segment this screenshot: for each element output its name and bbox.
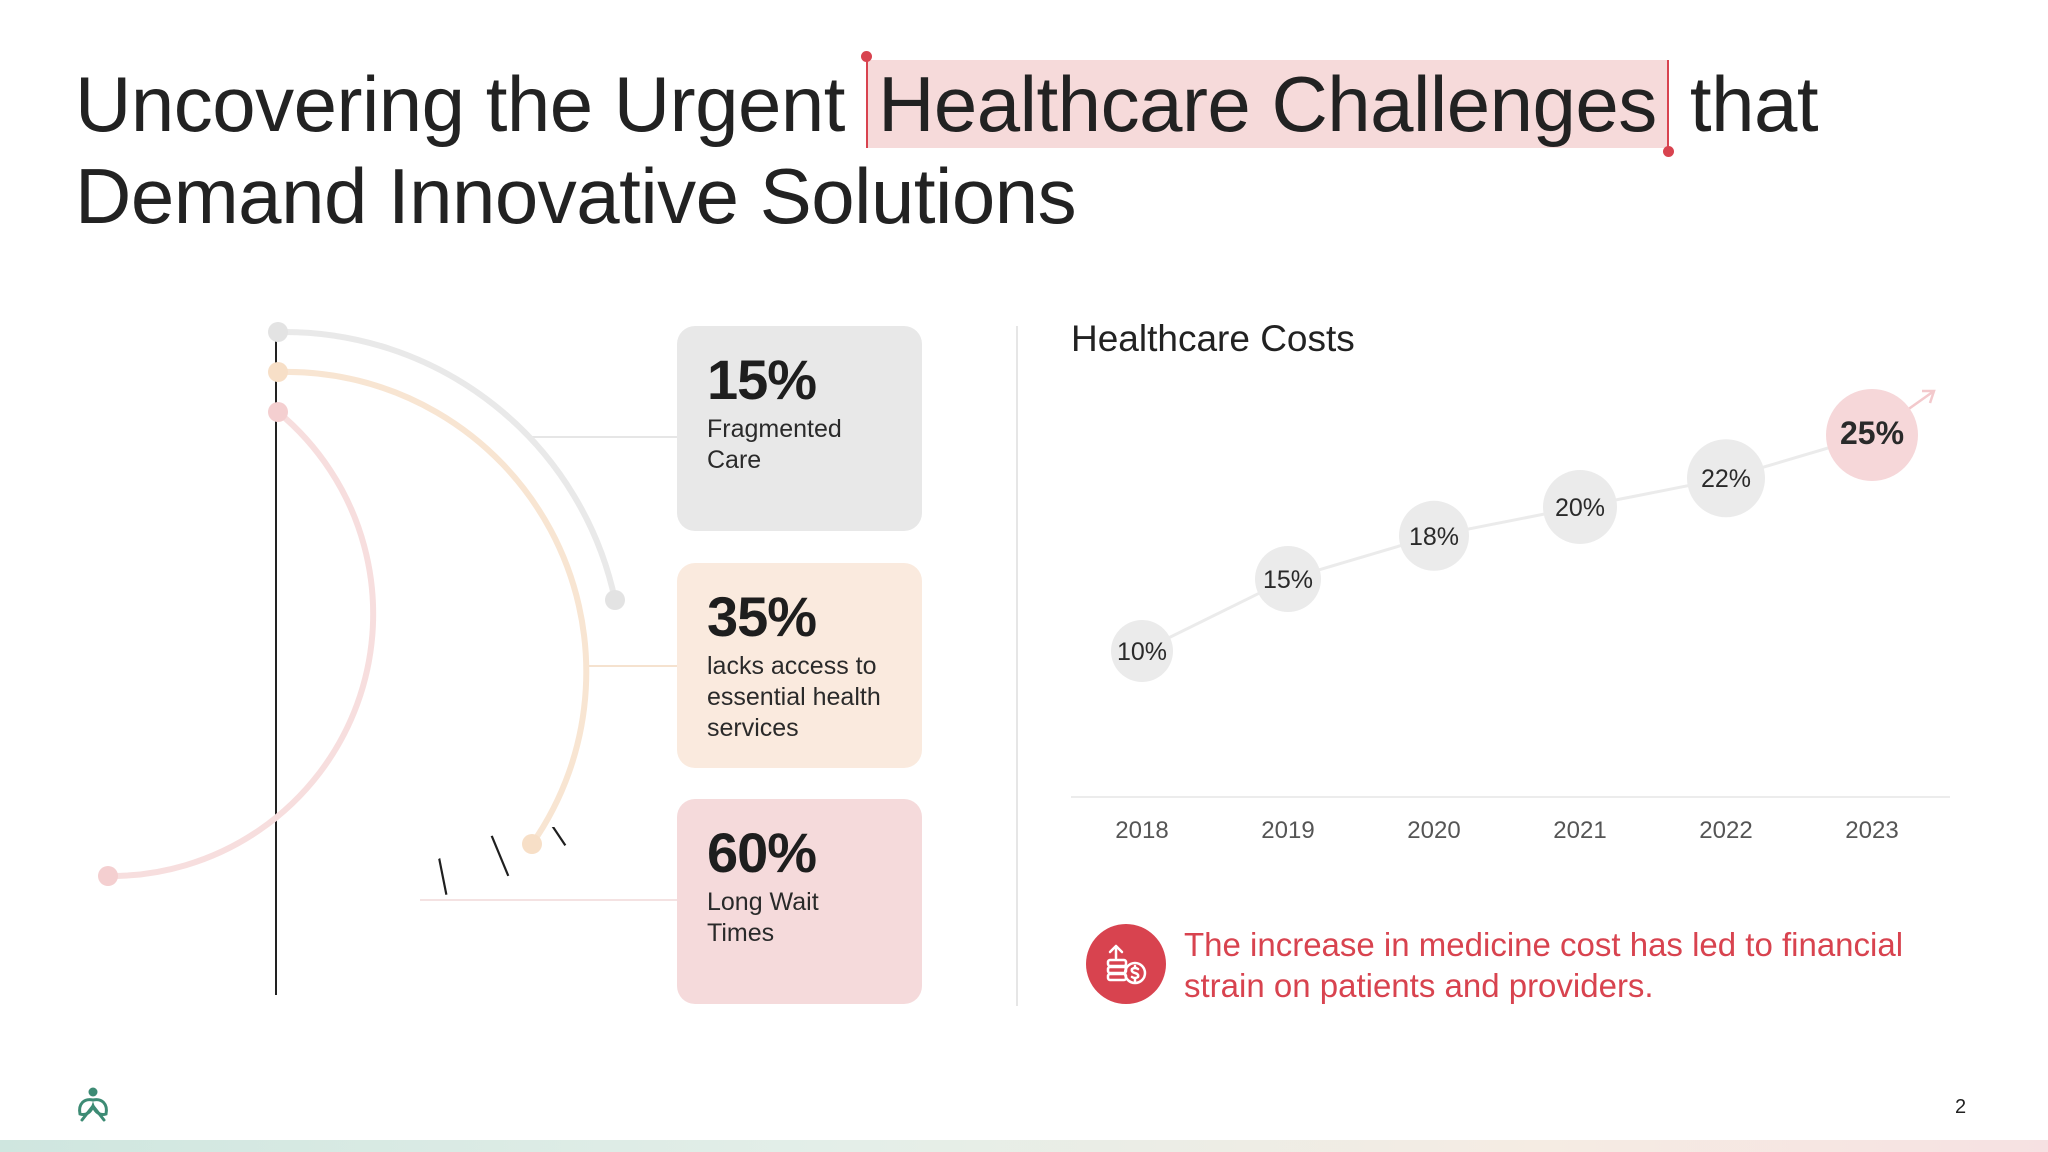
bottom-accent-bar (0, 1140, 2048, 1152)
data-label: 25% (1840, 415, 1904, 451)
x-tick-label: 2021 (1553, 817, 1606, 844)
stat-value: 15% (707, 348, 817, 411)
title-part-after: that (1689, 60, 1819, 148)
title-highlight: Healthcare Challenges (861, 51, 1674, 157)
stat-card-fragmented-care: 15% Fragmented Care (677, 326, 922, 531)
stat-value: 35% (707, 585, 817, 648)
x-tick-label: 2022 (1699, 817, 1752, 844)
data-point (1111, 620, 1173, 682)
data-point (1826, 389, 1918, 481)
stat-label: lacks access to essential health service… (707, 652, 881, 742)
title-line-2: Demand Innovative Solutions (75, 152, 1077, 240)
money-up-icon (1086, 924, 1166, 1004)
note-text: The increase in medicine cost has led to… (1184, 926, 1904, 1004)
stat-card-wait-times: 60% Long Wait Times (677, 799, 922, 1004)
globe-illustration (0, 300, 700, 1020)
x-tick-label: 2018 (1115, 817, 1168, 844)
stat-value: 60% (707, 821, 817, 884)
data-label: 15% (1263, 566, 1313, 594)
stat-card-access: 35% lacks access to essential health ser… (677, 563, 922, 768)
data-point (1543, 470, 1617, 544)
page-title: Uncovering the Urgent Healthcare Challen… (75, 51, 1975, 242)
section-divider (1016, 326, 1018, 1006)
data-point (1399, 500, 1469, 571)
stat-label: Long Wait Times (707, 888, 819, 947)
chart-title: Healthcare Costs (1071, 318, 1355, 359)
data-label: 22% (1701, 465, 1751, 493)
stat-label: Fragmented Care (707, 415, 842, 474)
data-label: 18% (1409, 523, 1459, 551)
x-tick-label: 2023 (1845, 817, 1898, 844)
data-point (1255, 546, 1321, 612)
data-label: 20% (1555, 494, 1605, 522)
healthcare-costs-chart: 10% 2018 15% 2019 18% 2020 20% 2021 22% 2022 25% 20… (1071, 389, 1950, 844)
page-number: 2 (1955, 1096, 1967, 1118)
title-part-before: Uncovering the Urgent (75, 60, 845, 148)
brand-logo-icon (74, 1086, 112, 1126)
x-tick-label: 2020 (1407, 817, 1460, 844)
x-tick-label: 2019 (1261, 817, 1314, 844)
data-label: 10% (1117, 638, 1167, 666)
data-point (1687, 439, 1765, 518)
